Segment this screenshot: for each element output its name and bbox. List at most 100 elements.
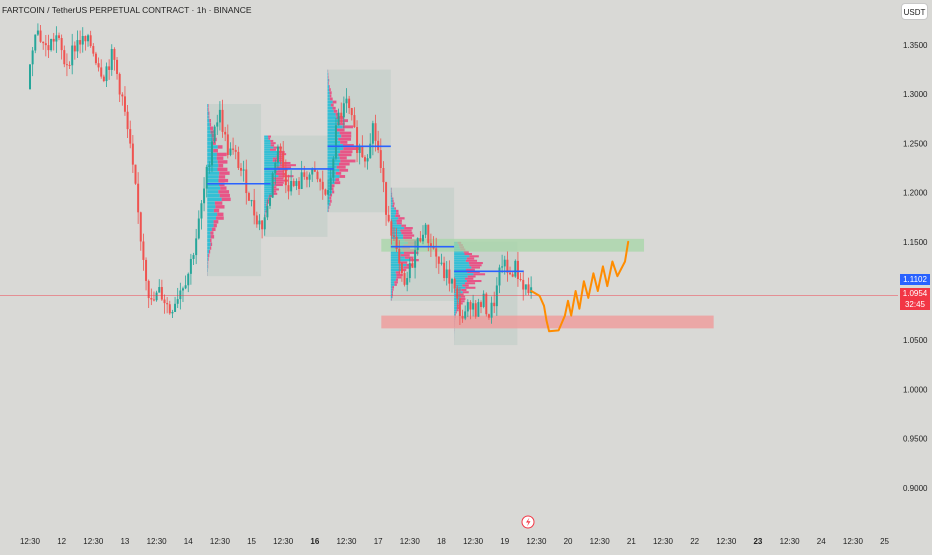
candle-body [229, 149, 231, 156]
profile-bar-buy [207, 220, 213, 223]
candle-body [129, 129, 131, 143]
candle-body [522, 280, 524, 290]
candle-body [382, 168, 384, 182]
profile-bar-buy [207, 254, 208, 257]
profile-bar-sell [403, 237, 412, 239]
profile-bar-buy [454, 258, 467, 260]
candle-body [346, 99, 348, 104]
profile-bar-sell [392, 296, 393, 298]
candle-body [177, 299, 179, 304]
profile-bar-sell [218, 145, 223, 148]
profile-bar-sell [400, 230, 411, 232]
candle-body [140, 212, 142, 241]
time-tick-label: 12:30 [83, 537, 104, 546]
candle-body [264, 217, 266, 229]
candle-body [367, 158, 369, 161]
profile-bar-buy [391, 271, 396, 273]
candle-body [182, 288, 184, 290]
profile-bar-sell [268, 136, 271, 138]
candle-body [351, 108, 353, 115]
profile-bar-buy [264, 136, 268, 138]
profile-bar-buy [454, 302, 458, 304]
profile-bar-buy [207, 179, 218, 182]
candle-body [113, 49, 115, 60]
candle-body [34, 35, 36, 51]
profile-bar-sell [209, 250, 210, 253]
profile-bar-buy [454, 269, 466, 271]
profile-bar-sell [337, 166, 346, 169]
profile-bar-buy [391, 232, 402, 234]
profile-bar-sell [331, 187, 333, 190]
profile-bar-sell [275, 171, 284, 173]
candle-body [142, 241, 144, 259]
profile-bar-sell [265, 215, 266, 217]
profile-bar-buy [207, 194, 219, 197]
profile-bar-sell [329, 85, 330, 88]
candle-body [282, 153, 284, 168]
profile-bar-sell [209, 115, 210, 118]
candle-body [401, 263, 403, 273]
candle-body [164, 300, 166, 304]
profile-bar-buy [264, 149, 270, 151]
profile-bar-sell [392, 193, 393, 195]
profile-bar-buy [207, 119, 209, 122]
candle-body [132, 144, 134, 165]
currency-button[interactable]: USDT [901, 3, 928, 20]
profile-bar-buy [207, 224, 213, 227]
candle-body [185, 285, 187, 288]
profile-bar-sell [336, 129, 345, 132]
profile-bar-sell [210, 239, 212, 242]
time-tick-label: 12:30 [590, 537, 611, 546]
profile-bar-sell [208, 104, 209, 107]
candle-body [135, 165, 137, 184]
time-tick-label: 16 [310, 537, 319, 546]
price-axis[interactable]: 1.35001.30001.25001.20001.15001.05001.00… [898, 0, 932, 508]
candle-body [290, 181, 292, 191]
profile-bar-buy [264, 180, 275, 182]
candle-body [261, 221, 263, 230]
time-tick-label: 12 [57, 537, 66, 546]
candle-body [512, 274, 514, 276]
profile-bar-sell [275, 184, 283, 186]
profile-bar-buy [207, 231, 210, 234]
profile-bar-buy [264, 197, 268, 199]
profile-bar-buy [264, 186, 272, 188]
profile-bar-buy [328, 101, 333, 104]
profile-bar-sell [464, 253, 472, 255]
profile-bar-buy [391, 200, 393, 202]
profile-bar-sell [211, 235, 215, 238]
profile-bar-buy [454, 264, 469, 266]
candle-body [343, 103, 345, 117]
candle-body [448, 270, 450, 284]
profile-bar-buy [264, 195, 269, 197]
bolt-icon[interactable] [522, 516, 534, 528]
profile-bar-sell [340, 160, 355, 163]
price-tick-label: 1.0000 [903, 385, 928, 394]
price-axis-bg [898, 0, 932, 508]
profile-bar-sell [338, 138, 351, 141]
profile-bar-buy [207, 175, 219, 178]
profile-bar-sell [466, 260, 477, 262]
price-tick-label: 0.9500 [903, 435, 928, 444]
time-tick-label: 18 [437, 537, 446, 546]
candle-body [425, 225, 427, 235]
profile-bar-buy [264, 208, 266, 210]
profile-bar-sell [333, 107, 336, 110]
candle-body [224, 132, 226, 135]
profile-bar-buy [391, 281, 394, 283]
profile-bar-sell [329, 197, 331, 200]
profile-bar-sell [270, 140, 273, 142]
candle-body [119, 74, 121, 95]
profile-bar-buy [328, 79, 329, 82]
profile-bar-sell [395, 284, 397, 286]
profile-bar-sell [401, 232, 412, 234]
profile-bar-buy [328, 85, 330, 88]
time-tick-label: 25 [880, 537, 889, 546]
profile-bar-buy [391, 284, 395, 286]
profile-bar-sell [396, 276, 401, 278]
profile-bar-buy [207, 250, 209, 253]
candle-body [61, 38, 63, 50]
